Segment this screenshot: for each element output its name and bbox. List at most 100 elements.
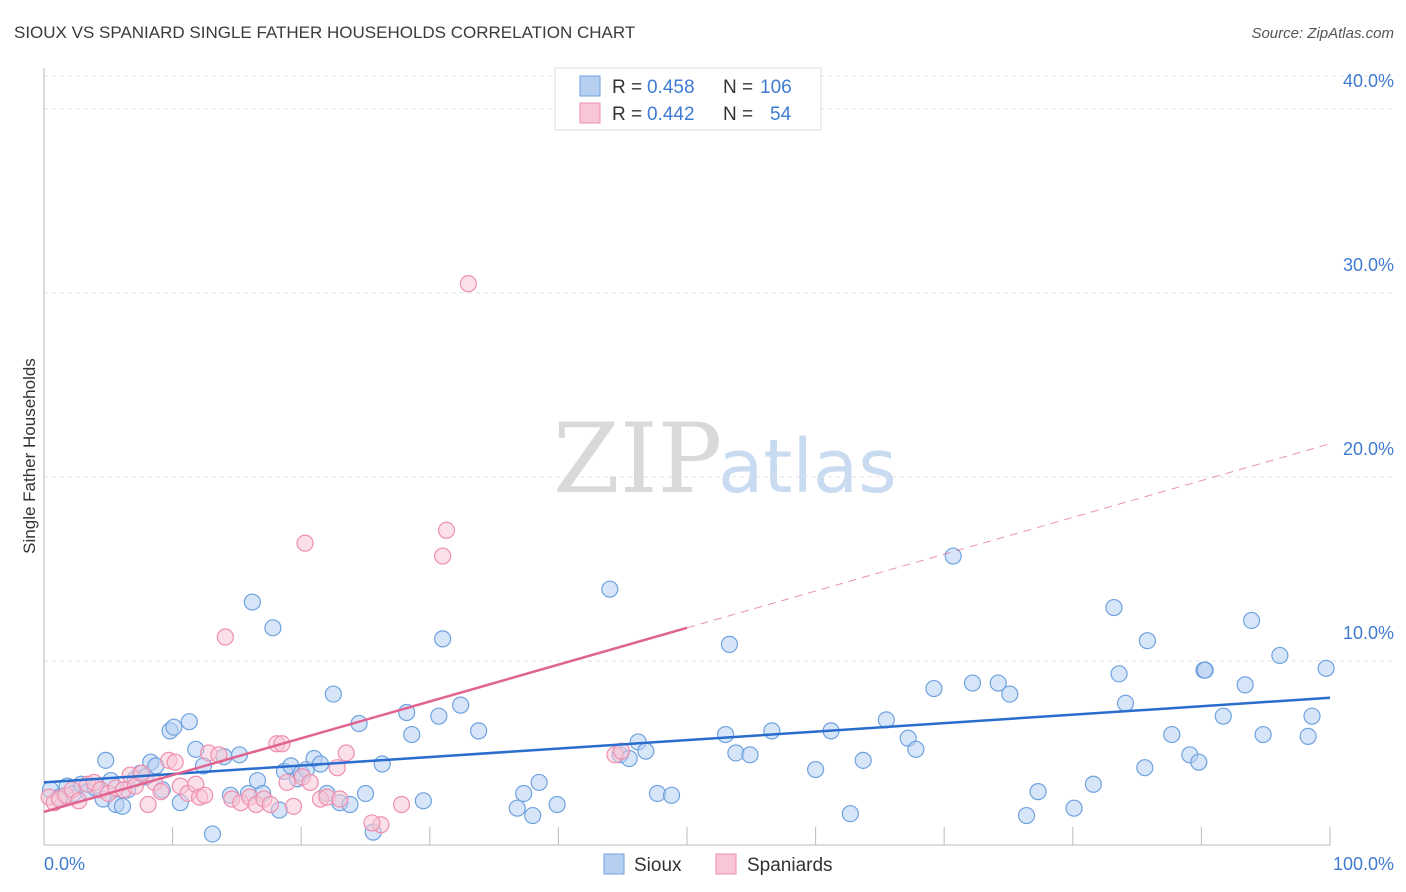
sioux-point-83 [944, 547, 962, 565]
y-tick-label-1: 10.0% [1343, 623, 1394, 643]
spaniards-point-46 [296, 534, 314, 552]
spaniards-point-37 [278, 773, 296, 792]
sioux-point-86 [1001, 685, 1019, 703]
sioux-point-94 [1136, 759, 1154, 777]
chart-source: Source: ZipAtlas.com [1251, 25, 1394, 42]
legend-n-value-sioux: 106 [760, 77, 792, 98]
sioux-point-101 [1214, 707, 1232, 725]
legend-n-value-spaniards: 54 [770, 104, 792, 125]
spaniards-point-54 [612, 742, 631, 760]
sioux-point-87 [1017, 806, 1036, 825]
sioux-point-85 [989, 674, 1007, 692]
sioux-point-93 [1116, 694, 1135, 712]
spaniards-point-50 [434, 547, 452, 565]
sioux-point-72 [727, 744, 745, 762]
legend-r-label-spaniards: R = [612, 104, 642, 125]
sioux-point-89 [1065, 799, 1083, 817]
series-spaniards-points [40, 275, 631, 834]
bottom-legend-label-sioux: Sioux [634, 855, 682, 876]
sioux-point-105 [1271, 646, 1289, 665]
sioux-point-58 [508, 799, 526, 817]
sioux-point-82 [925, 679, 943, 698]
sioux-point-56 [452, 696, 470, 714]
sioux-point-44 [324, 685, 342, 703]
spaniards-point-34 [261, 795, 279, 814]
sioux-point-71 [720, 635, 739, 653]
sioux-point-63 [601, 580, 619, 598]
x-tick-max: 100.0% [1333, 854, 1394, 874]
sioux-point-77 [841, 805, 859, 823]
watermark: ZIP atlas [553, 403, 897, 515]
spaniards-point-40 [301, 773, 319, 792]
trend-lines [43, 443, 1331, 814]
sioux-point-69 [662, 786, 681, 804]
spaniards-point-45 [331, 790, 349, 808]
x-tick-min: 0.0% [44, 854, 85, 874]
y-tick-label-4: 40.0% [1343, 71, 1394, 91]
sioux-point-48 [356, 784, 375, 803]
sioux-point-52 [403, 725, 421, 744]
sioux-point-31 [243, 593, 261, 611]
sioux-point-88 [1029, 783, 1047, 801]
spaniards-point-20 [166, 753, 184, 771]
spaniards-point-28 [216, 628, 234, 646]
sioux-point-102 [1236, 676, 1254, 694]
watermark-zip: ZIP [553, 403, 722, 515]
gridlines [44, 75, 1394, 662]
sioux-point-53 [414, 792, 432, 810]
legend-n-label-sioux: N = [723, 77, 753, 98]
legend-r-value-sioux: 0.458 [647, 77, 695, 98]
y-tick-label-3: 30.0% [1343, 255, 1394, 275]
y-tick-labels: 10.0% 20.0% 30.0% 40.0% [1343, 71, 1394, 643]
sioux-point-9 [97, 751, 115, 769]
sioux-point-73 [741, 746, 759, 764]
sioux-point-84 [963, 674, 982, 692]
sioux-point-54 [430, 707, 448, 725]
spaniards-point-49 [392, 795, 411, 814]
sioux-point-34 [264, 619, 282, 637]
bottom-legend: Sioux Spaniards [603, 853, 833, 876]
legend-box: R = 0.458 N = 106 R = 0.442 N = 54 [554, 67, 822, 131]
sioux-point-57 [470, 722, 488, 740]
sioux-point-50 [373, 755, 391, 773]
sioux-point-90 [1084, 775, 1102, 793]
spaniards-point-51 [437, 521, 456, 539]
sioux-point-12 [113, 797, 132, 815]
sioux-point-98 [1190, 753, 1208, 771]
spaniards-point-44 [337, 744, 355, 762]
legend-n-label-spaniards: N = [723, 104, 753, 125]
sioux-point-59 [515, 784, 533, 803]
sioux-point-60 [524, 806, 542, 825]
sioux-trend-line [43, 696, 1331, 784]
spaniards-trend-line [43, 626, 688, 814]
sioux-point-108 [1317, 659, 1335, 677]
bottom-legend-label-spaniards: Spaniards [747, 855, 833, 876]
watermark-atlas: atlas [718, 424, 897, 510]
spaniards-point-52 [459, 275, 477, 293]
legend-swatch-sioux [579, 75, 601, 97]
sioux-point-55 [434, 630, 452, 648]
spaniards-point-48 [363, 814, 381, 832]
chart-title: SIOUX VS SPANIARD SINGLE FATHER HOUSEHOL… [14, 23, 635, 42]
sioux-point-106 [1299, 727, 1317, 746]
sioux-point-95 [1138, 632, 1156, 650]
y-tick-label-2: 20.0% [1343, 439, 1394, 459]
y-axis-label: Single Father Households [20, 358, 39, 554]
legend-r-label-sioux: R = [612, 77, 642, 98]
sioux-point-81 [907, 740, 925, 758]
spaniards-point-18 [152, 783, 170, 801]
sioux-point-21 [165, 718, 183, 736]
sioux-point-74 [763, 722, 781, 740]
sioux-point-92 [1110, 665, 1128, 683]
bottom-legend-swatch-sioux [603, 853, 625, 875]
sioux-point-100 [1196, 661, 1214, 679]
bottom-legend-swatch-spaniards [715, 853, 737, 875]
sioux-point-104 [1254, 725, 1272, 744]
sioux-point-23 [180, 713, 198, 731]
sioux-point-67 [637, 742, 655, 760]
sioux-point-61 [530, 773, 548, 792]
sioux-point-78 [854, 751, 872, 769]
sioux-point-26 [203, 825, 222, 843]
spaniards-point-16 [139, 795, 157, 814]
